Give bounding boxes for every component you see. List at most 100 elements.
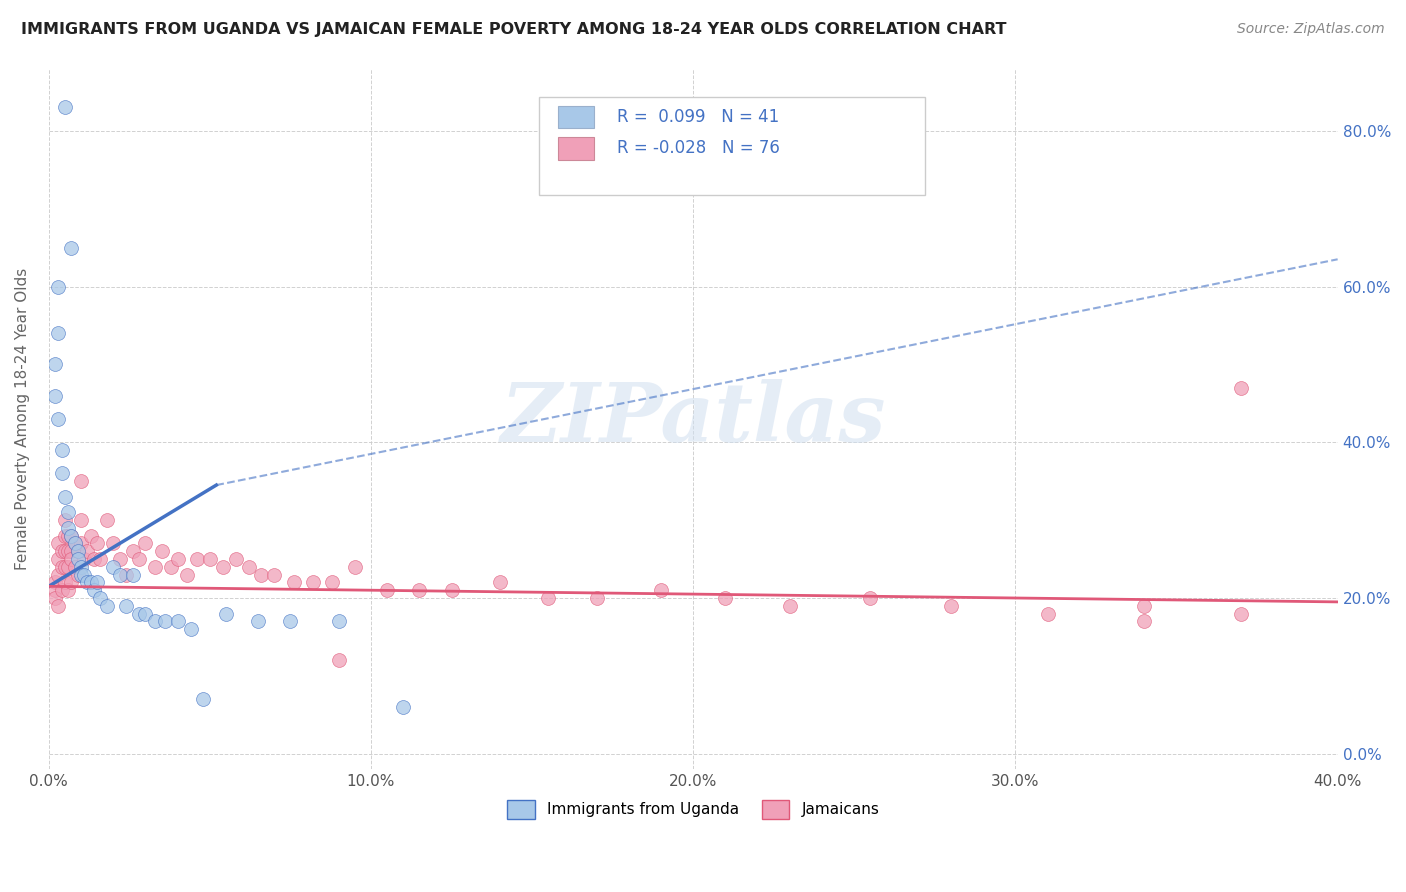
Point bbox=[215, 607, 238, 621]
Point bbox=[51, 443, 73, 458]
Point bbox=[489, 575, 512, 590]
Point bbox=[48, 279, 70, 293]
Point bbox=[63, 559, 86, 574]
Point bbox=[1133, 599, 1156, 613]
Point bbox=[225, 552, 247, 566]
Point bbox=[121, 567, 143, 582]
Legend: Immigrants from Uganda, Jamaicans: Immigrants from Uganda, Jamaicans bbox=[501, 794, 886, 825]
Point bbox=[51, 467, 73, 481]
Point bbox=[70, 474, 93, 488]
Point bbox=[211, 559, 233, 574]
Point bbox=[198, 552, 221, 566]
Point bbox=[56, 559, 79, 574]
Point bbox=[73, 567, 96, 582]
Point bbox=[176, 567, 198, 582]
Point bbox=[650, 583, 672, 598]
Point bbox=[63, 536, 86, 550]
Point bbox=[76, 575, 98, 590]
Point bbox=[408, 583, 430, 598]
Point bbox=[66, 544, 89, 558]
Point bbox=[60, 529, 83, 543]
Point bbox=[1036, 607, 1059, 621]
Point bbox=[56, 544, 79, 558]
Point bbox=[53, 544, 76, 558]
Point bbox=[53, 575, 76, 590]
Point bbox=[60, 575, 83, 590]
Point bbox=[193, 692, 215, 706]
Point bbox=[1230, 381, 1253, 395]
Point bbox=[1230, 607, 1253, 621]
Point bbox=[143, 559, 166, 574]
Point bbox=[375, 583, 398, 598]
Y-axis label: Female Poverty Among 18-24 Year Olds: Female Poverty Among 18-24 Year Olds bbox=[15, 268, 30, 570]
FancyBboxPatch shape bbox=[558, 137, 593, 160]
Point bbox=[66, 544, 89, 558]
Point bbox=[328, 615, 350, 629]
Point bbox=[48, 412, 70, 426]
Point bbox=[859, 591, 882, 605]
Point bbox=[53, 513, 76, 527]
Point bbox=[115, 599, 138, 613]
Point bbox=[66, 567, 89, 582]
Point bbox=[48, 552, 70, 566]
Point bbox=[103, 536, 125, 550]
Point bbox=[180, 622, 202, 636]
Point bbox=[83, 552, 105, 566]
Point bbox=[392, 700, 415, 714]
Point bbox=[166, 552, 188, 566]
Point bbox=[247, 615, 270, 629]
Point bbox=[160, 559, 183, 574]
Point bbox=[70, 559, 93, 574]
Point bbox=[134, 607, 156, 621]
Point bbox=[60, 544, 83, 558]
Point bbox=[53, 529, 76, 543]
Point bbox=[585, 591, 607, 605]
Point bbox=[108, 552, 131, 566]
Point bbox=[44, 575, 66, 590]
Point bbox=[56, 521, 79, 535]
Point bbox=[263, 567, 285, 582]
Point bbox=[103, 559, 125, 574]
Point bbox=[60, 529, 83, 543]
Text: Source: ZipAtlas.com: Source: ZipAtlas.com bbox=[1237, 22, 1385, 37]
Point bbox=[44, 358, 66, 372]
Point bbox=[150, 544, 173, 558]
Point bbox=[60, 552, 83, 566]
Point bbox=[70, 513, 93, 527]
Point bbox=[1133, 615, 1156, 629]
Point bbox=[56, 505, 79, 519]
Point bbox=[70, 567, 93, 582]
Point bbox=[86, 575, 108, 590]
Point bbox=[328, 653, 350, 667]
Point bbox=[63, 536, 86, 550]
Point bbox=[96, 513, 118, 527]
Point bbox=[70, 536, 93, 550]
FancyBboxPatch shape bbox=[558, 105, 593, 128]
Point bbox=[134, 536, 156, 550]
Point bbox=[60, 241, 83, 255]
Point bbox=[440, 583, 463, 598]
FancyBboxPatch shape bbox=[538, 96, 925, 194]
Point bbox=[44, 591, 66, 605]
Point bbox=[302, 575, 325, 590]
Point bbox=[51, 559, 73, 574]
Point bbox=[56, 529, 79, 543]
Point bbox=[66, 552, 89, 566]
Point bbox=[939, 599, 962, 613]
Text: ZIPatlas: ZIPatlas bbox=[501, 379, 886, 458]
Point bbox=[186, 552, 208, 566]
Point bbox=[56, 583, 79, 598]
Point bbox=[53, 490, 76, 504]
Point bbox=[779, 599, 801, 613]
Point bbox=[166, 615, 188, 629]
Point bbox=[79, 529, 101, 543]
Point bbox=[48, 326, 70, 341]
Point bbox=[53, 559, 76, 574]
Point bbox=[48, 536, 70, 550]
Point bbox=[73, 552, 96, 566]
Point bbox=[250, 567, 273, 582]
Point bbox=[53, 100, 76, 114]
Point bbox=[343, 559, 366, 574]
Point bbox=[128, 607, 150, 621]
Point bbox=[280, 615, 302, 629]
